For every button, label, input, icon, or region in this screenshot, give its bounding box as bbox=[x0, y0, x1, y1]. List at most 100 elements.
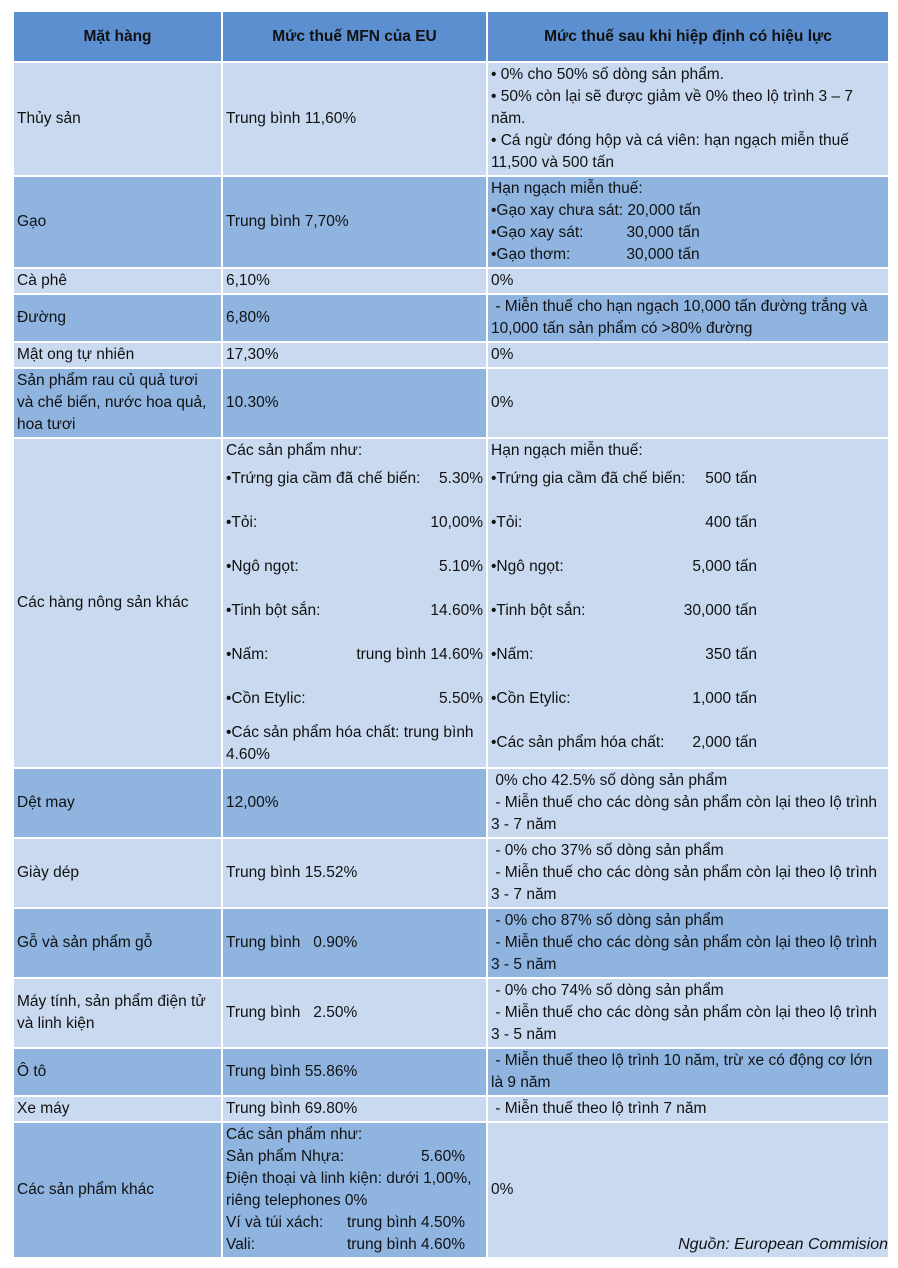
pair-value: trung bình 14.60% bbox=[356, 646, 483, 663]
pair-label: •Tinh bột sắn: bbox=[491, 602, 586, 619]
pair-value: 5.30% bbox=[439, 470, 483, 487]
item-cell: Máy tính, sản phẩm điện tử và linh kiện bbox=[12, 977, 223, 1049]
mfn-pair: •Tỏi: 10,00% bbox=[226, 512, 483, 534]
table-row: Gạo Trung bình 7,70% Hạn ngạch miễn thuế… bbox=[12, 175, 890, 269]
after-line: •Gạo xay chưa sát: 20,000 tấn bbox=[491, 202, 701, 219]
table-row: Sản phẩm rau củ quả tươi và chế biến, nư… bbox=[12, 367, 890, 439]
item-cell: Gạo bbox=[12, 175, 223, 269]
pair-value: 10,00% bbox=[430, 514, 483, 531]
pair-label: •Tinh bột sắn: bbox=[226, 602, 321, 619]
after-cell: - 0% cho 74% số dòng sản phẩm - Miễn thu… bbox=[486, 977, 890, 1049]
pair-value: 30,000 tấn bbox=[683, 602, 757, 619]
table-row: Gỗ và sản phẩm gỗ Trung bình 0.90% - 0% … bbox=[12, 907, 890, 979]
pair-value: 2,000 tấn bbox=[692, 734, 757, 751]
table-row: Đường 6,80% - Miễn thuế cho hạn ngạch 10… bbox=[12, 293, 890, 343]
after-line: •Gạo xay sát: 30,000 tấn bbox=[491, 224, 700, 241]
table-row: Ô tô Trung bình 55.86% - Miễn thuế theo … bbox=[12, 1047, 890, 1097]
mfn-cell: Các sản phẩm như: Sản phẩm Nhựa: 5.60% Đi… bbox=[221, 1121, 488, 1259]
header-after: Mức thuế sau khi hiệp định có hiệu lực bbox=[486, 10, 890, 63]
after-cell: - 0% cho 37% số dòng sản phẩm - Miễn thu… bbox=[486, 837, 890, 909]
after-cell: Hạn ngạch miễn thuế: •Trứng gia cầm đã c… bbox=[486, 437, 890, 769]
after-line: - 0% cho 74% số dòng sản phẩm bbox=[491, 982, 724, 999]
after-line: 0% cho 42.5% số dòng sản phẩm bbox=[491, 772, 728, 789]
after-cell: • 0% cho 50% số dòng sản phẩm. • 50% còn… bbox=[486, 61, 890, 177]
after-line: • 0% cho 50% số dòng sản phẩm. bbox=[491, 66, 724, 83]
item-cell: Các sản phẩm khác bbox=[12, 1121, 223, 1259]
header-mfn: Mức thuế MFN của EU bbox=[221, 10, 488, 63]
pair-label: •Cồn Etylic: bbox=[226, 690, 306, 707]
after-line: - Miễn thuế cho các dòng sản phẩm còn lạ… bbox=[491, 1004, 882, 1043]
item-cell: Đường bbox=[12, 293, 223, 343]
after-cell: - Miễn thuế theo lộ trình 10 năm, trừ xe… bbox=[486, 1047, 890, 1097]
item-cell: Dệt may bbox=[12, 767, 223, 839]
pair-value: trung bình 4.50% bbox=[346, 1214, 465, 1231]
after-pair: •Ngô ngọt: 5,000 tấn bbox=[491, 556, 885, 578]
source-note: Nguồn: European Commision bbox=[678, 1236, 888, 1253]
mfn-cell: Trung bình 55.86% bbox=[221, 1047, 488, 1097]
after-cell: 0% cho 42.5% số dòng sản phẩm - Miễn thu… bbox=[486, 767, 890, 839]
after-line: - Miễn thuế cho các dòng sản phẩm còn lạ… bbox=[491, 934, 882, 973]
mfn-cell: 6,10% bbox=[221, 267, 488, 295]
item-cell: Các hàng nông sản khác bbox=[12, 437, 223, 769]
item-cell: Mật ong tự nhiên bbox=[12, 341, 223, 369]
after-cell: 0% bbox=[486, 341, 890, 369]
pair-value: 5.10% bbox=[439, 558, 483, 575]
mfn-cell: Trung bình 11,60% bbox=[221, 61, 488, 177]
item-cell: Giày dép bbox=[12, 837, 223, 909]
pair-label: Sản phẩm Nhựa: bbox=[226, 1148, 345, 1165]
after-cell: - Miễn thuế cho hạn ngạch 10,000 tấn đườ… bbox=[486, 293, 890, 343]
item-cell: Xe máy bbox=[12, 1095, 223, 1123]
mfn-cell: Trung bình 0.90% bbox=[221, 907, 488, 979]
table-row: Giày dép Trung bình 15.52% - 0% cho 37% … bbox=[12, 837, 890, 909]
after-cell: - Miễn thuế theo lộ trình 7 năm bbox=[486, 1095, 890, 1123]
table-row: Xe máy Trung bình 69.80% - Miễn thuế the… bbox=[12, 1095, 890, 1123]
mfn-pair: •Trứng gia cầm đã chế biến: 5.30% bbox=[226, 468, 483, 490]
mfn-mid: Điện thoại và linh kiện: dưới 1,00%, riê… bbox=[226, 1170, 472, 1209]
after-pair: •Tỏi: 400 tấn bbox=[491, 512, 885, 534]
pair-label: •Trứng gia cầm đã chế biến: bbox=[491, 470, 686, 487]
pair-label: •Ngô ngọt: bbox=[226, 558, 299, 575]
header-item: Mặt hàng bbox=[12, 10, 223, 63]
mfn-cell: 17,30% bbox=[221, 341, 488, 369]
mfn-intro: Các sản phẩm như: bbox=[226, 1126, 363, 1143]
mfn-cell: Trung bình 15.52% bbox=[221, 837, 488, 909]
header-row: Mặt hàng Mức thuế MFN của EU Mức thuế sa… bbox=[12, 10, 890, 63]
after-cell: 0% bbox=[486, 1121, 890, 1259]
pair-label: •Nấm: bbox=[226, 646, 269, 663]
after-pair: •Trứng gia cầm đã chế biến: 500 tấn bbox=[491, 468, 885, 490]
mfn-pair: •Ngô ngọt: 5.10% bbox=[226, 556, 483, 578]
item-cell: Thủy sản bbox=[12, 61, 223, 177]
table-row: Các sản phẩm khác Các sản phẩm như: Sản … bbox=[12, 1121, 890, 1259]
after-cell: - 0% cho 87% số dòng sản phẩm - Miễn thu… bbox=[486, 907, 890, 979]
after-line: - 0% cho 87% số dòng sản phẩm bbox=[491, 912, 724, 929]
mfn-pair: Sản phẩm Nhựa: 5.60% bbox=[226, 1146, 483, 1168]
mfn-cell: Trung bình 7,70% bbox=[221, 175, 488, 269]
pair-label: •Các sản phẩm hóa chất: bbox=[491, 734, 665, 751]
pair-value: 5.50% bbox=[439, 690, 483, 707]
pair-label: •Nấm: bbox=[491, 646, 534, 663]
after-line: •Gạo thơm: 30,000 tấn bbox=[491, 246, 700, 263]
table-row: Thủy sản Trung bình 11,60% • 0% cho 50% … bbox=[12, 61, 890, 177]
mfn-intro: Các sản phẩm như: bbox=[226, 442, 363, 459]
pair-value: 400 tấn bbox=[705, 514, 757, 531]
mfn-pair: Ví và túi xách: trung bình 4.50% bbox=[226, 1212, 483, 1234]
item-cell: Sản phẩm rau củ quả tươi và chế biến, nư… bbox=[12, 367, 223, 439]
mfn-last: •Các sản phẩm hóa chất: trung bình 4.60% bbox=[226, 724, 474, 763]
mfn-cell: Các sản phẩm như: •Trứng gia cầm đã chế … bbox=[221, 437, 488, 769]
pair-label: •Tỏi: bbox=[491, 514, 523, 531]
pair-label: •Ngô ngọt: bbox=[491, 558, 564, 575]
after-line: - Miễn thuế cho các dòng sản phẩm còn lạ… bbox=[491, 864, 882, 903]
pair-value: 1,000 tấn bbox=[692, 690, 757, 707]
after-cell: 0% bbox=[486, 267, 890, 295]
mfn-cell: Trung bình 2.50% bbox=[221, 977, 488, 1049]
pair-value: trung bình 4.60% bbox=[346, 1236, 465, 1253]
pair-value: 14.60% bbox=[430, 602, 483, 619]
table-row: Cà phê 6,10% 0% bbox=[12, 267, 890, 295]
after-pair: •Cồn Etylic: 1,000 tấn bbox=[491, 688, 885, 710]
after-pair: •Tinh bột sắn: 30,000 tấn bbox=[491, 600, 885, 622]
after-intro: Hạn ngạch miễn thuế: bbox=[491, 442, 643, 459]
table-row: Máy tính, sản phẩm điện tử và linh kiện … bbox=[12, 977, 890, 1049]
pair-label: Ví và túi xách: bbox=[226, 1214, 324, 1231]
pair-label: •Trứng gia cầm đã chế biến: bbox=[226, 470, 421, 487]
mfn-pair: •Tinh bột sắn: 14.60% bbox=[226, 600, 483, 622]
